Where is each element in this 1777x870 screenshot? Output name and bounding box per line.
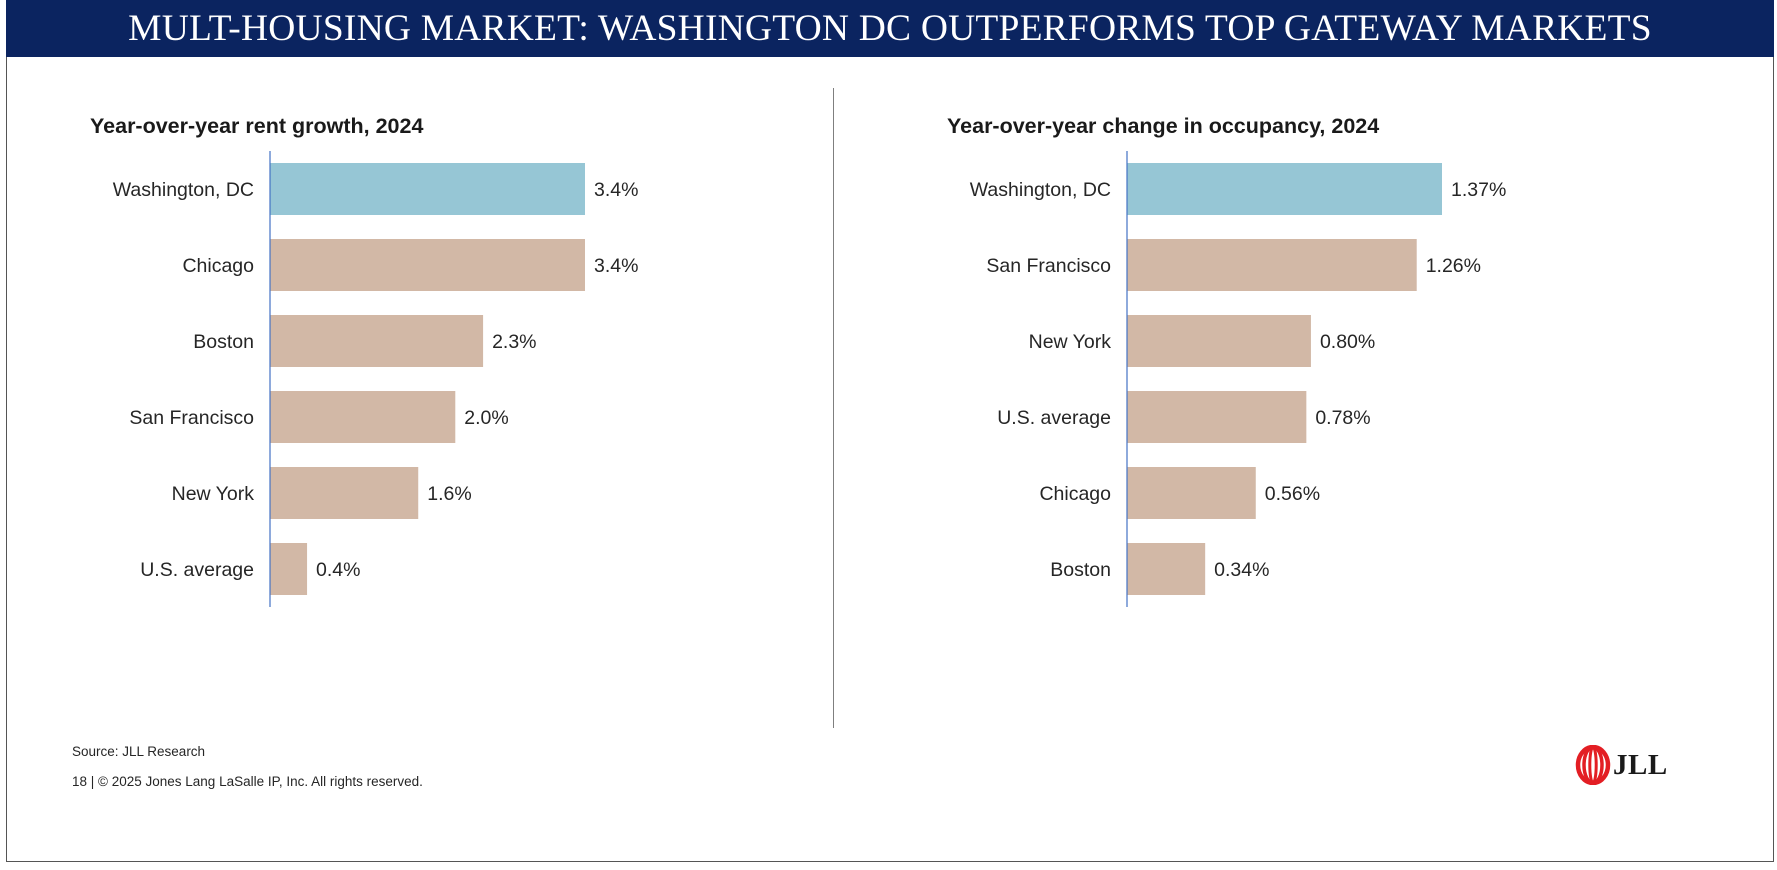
page-title: MULT-HOUSING MARKET: WASHINGTON DC OUTPE…: [6, 0, 1774, 57]
value-label: 0.78%: [1315, 407, 1370, 429]
bar-3: [270, 391, 456, 443]
chart-title: Year-over-year change in occupancy, 2024: [947, 114, 1379, 138]
source-note: Source: JLL Research: [72, 744, 206, 759]
bar-1: [270, 239, 585, 291]
category-label: San Francisco: [129, 407, 254, 429]
value-label: 1.26%: [1426, 255, 1481, 277]
category-label: Boston: [1050, 559, 1111, 581]
bar-3: [1127, 391, 1307, 443]
chart-divider: [833, 88, 834, 728]
value-label: 0.80%: [1320, 331, 1375, 353]
value-label: 1.6%: [427, 483, 471, 505]
jll-logo-icon: [1575, 745, 1611, 785]
bar-0: [270, 163, 585, 215]
value-label: 2.3%: [492, 331, 536, 353]
value-label: 3.4%: [594, 179, 638, 201]
bar-0: [1127, 163, 1442, 215]
bar-1: [1127, 239, 1417, 291]
value-label: 3.4%: [594, 255, 638, 277]
value-label: 2.0%: [464, 407, 508, 429]
value-label: 0.56%: [1265, 483, 1320, 505]
category-label: New York: [172, 483, 255, 505]
copyright-footer: 18 | © 2025 Jones Lang LaSalle IP, Inc. …: [72, 774, 423, 789]
bar-5: [270, 543, 308, 595]
chart-title: Year-over-year rent growth, 2024: [90, 114, 423, 138]
bar-4: [1127, 467, 1256, 519]
category-label: Washington, DC: [113, 179, 254, 201]
bar-4: [270, 467, 419, 519]
category-label: U.S. average: [997, 407, 1111, 429]
bar-2: [1127, 315, 1311, 367]
value-label: 1.37%: [1451, 179, 1506, 201]
rent-growth-chart: Year-over-year rent growth, 2024 Washingt…: [90, 114, 638, 607]
category-label: San Francisco: [986, 255, 1111, 277]
occupancy-change-chart: Year-over-year change in occupancy, 2024…: [947, 114, 1506, 607]
value-label: 0.34%: [1214, 559, 1269, 581]
category-label: Washington, DC: [970, 179, 1111, 201]
jll-logo: JLL: [1575, 745, 1675, 785]
category-label: Boston: [193, 331, 254, 353]
category-label: U.S. average: [140, 559, 254, 581]
category-label: Chicago: [182, 255, 254, 277]
bar-2: [270, 315, 484, 367]
value-label: 0.4%: [316, 559, 360, 581]
category-label: Chicago: [1039, 483, 1111, 505]
category-label: New York: [1029, 331, 1112, 353]
logo-wordmark: JLL: [1613, 749, 1668, 781]
bar-5: [1127, 543, 1206, 595]
